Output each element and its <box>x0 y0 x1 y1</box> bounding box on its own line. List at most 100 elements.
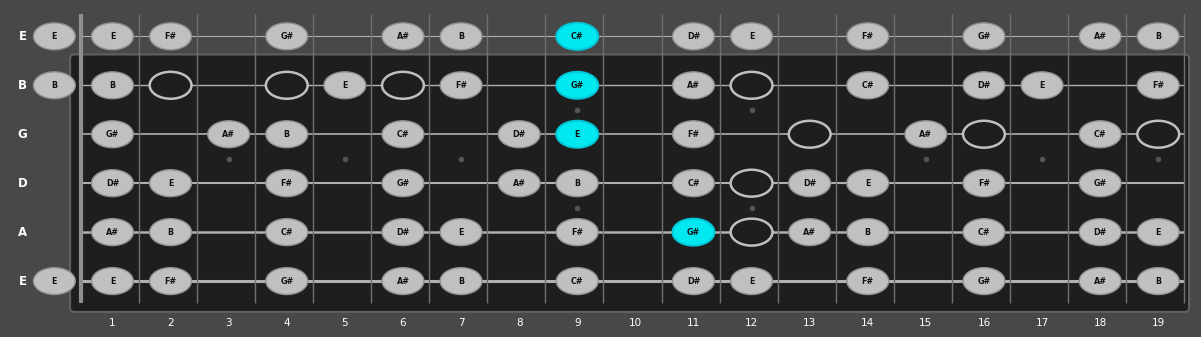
Ellipse shape <box>1137 72 1179 99</box>
Ellipse shape <box>963 170 1005 197</box>
Text: F#: F# <box>572 227 584 237</box>
Ellipse shape <box>730 170 772 197</box>
Text: G#: G# <box>978 32 991 41</box>
Text: B: B <box>283 130 289 139</box>
Ellipse shape <box>1021 72 1063 99</box>
Ellipse shape <box>789 219 831 246</box>
Text: F#: F# <box>455 81 467 90</box>
Ellipse shape <box>440 268 482 295</box>
Text: A#: A# <box>1094 32 1106 41</box>
Text: 13: 13 <box>803 318 817 328</box>
Text: 12: 12 <box>745 318 758 328</box>
Ellipse shape <box>34 268 76 295</box>
Text: F#: F# <box>165 277 177 285</box>
Ellipse shape <box>324 72 366 99</box>
Text: 7: 7 <box>458 318 465 328</box>
Ellipse shape <box>556 72 598 99</box>
FancyBboxPatch shape <box>70 55 1189 312</box>
Text: A#: A# <box>919 130 932 139</box>
Text: C#: C# <box>396 130 410 139</box>
Text: A#: A# <box>687 81 700 90</box>
Text: A#: A# <box>803 227 817 237</box>
Ellipse shape <box>963 23 1005 50</box>
Text: C#: C# <box>570 277 584 285</box>
Ellipse shape <box>847 219 889 246</box>
Text: C#: C# <box>687 179 700 188</box>
Text: 8: 8 <box>516 318 522 328</box>
Text: A#: A# <box>1094 277 1106 285</box>
Ellipse shape <box>91 170 133 197</box>
Ellipse shape <box>91 121 133 148</box>
Ellipse shape <box>730 72 772 99</box>
Text: B: B <box>167 227 174 237</box>
Ellipse shape <box>382 219 424 246</box>
Text: E: E <box>1039 81 1045 90</box>
Text: E: E <box>168 179 173 188</box>
Ellipse shape <box>498 170 540 197</box>
Ellipse shape <box>91 219 133 246</box>
Ellipse shape <box>91 268 133 295</box>
Ellipse shape <box>963 268 1005 295</box>
Text: B: B <box>458 277 464 285</box>
Text: E: E <box>865 179 871 188</box>
Text: G#: G# <box>280 32 293 41</box>
Ellipse shape <box>150 72 191 99</box>
Ellipse shape <box>150 23 191 50</box>
Ellipse shape <box>91 23 133 50</box>
Text: A#: A# <box>396 277 410 285</box>
Text: G#: G# <box>1094 179 1107 188</box>
Ellipse shape <box>382 23 424 50</box>
Ellipse shape <box>150 219 191 246</box>
Text: C#: C# <box>1094 130 1106 139</box>
Text: G#: G# <box>978 277 991 285</box>
Text: E: E <box>18 30 26 43</box>
Text: G: G <box>18 128 28 141</box>
Ellipse shape <box>556 219 598 246</box>
Text: 1: 1 <box>109 318 115 328</box>
Text: E: E <box>52 277 58 285</box>
Text: G#: G# <box>280 277 293 285</box>
Text: E: E <box>18 275 26 287</box>
Ellipse shape <box>904 121 946 148</box>
Text: 2: 2 <box>167 318 174 328</box>
Ellipse shape <box>673 219 715 246</box>
Text: 11: 11 <box>687 318 700 328</box>
Ellipse shape <box>1080 23 1121 50</box>
Ellipse shape <box>1137 121 1179 148</box>
Text: C#: C# <box>861 81 874 90</box>
Text: D#: D# <box>513 130 526 139</box>
Ellipse shape <box>556 23 598 50</box>
Text: C#: C# <box>978 227 991 237</box>
Ellipse shape <box>265 219 307 246</box>
Ellipse shape <box>1080 170 1121 197</box>
Text: C#: C# <box>570 32 584 41</box>
Text: B: B <box>574 179 580 188</box>
Ellipse shape <box>265 72 307 99</box>
Text: 5: 5 <box>341 318 348 328</box>
Ellipse shape <box>1137 23 1179 50</box>
Ellipse shape <box>847 72 889 99</box>
Text: G#: G# <box>396 179 410 188</box>
Ellipse shape <box>498 121 540 148</box>
Ellipse shape <box>730 23 772 50</box>
Text: E: E <box>52 32 58 41</box>
Ellipse shape <box>265 121 307 148</box>
Text: A#: A# <box>513 179 526 188</box>
Ellipse shape <box>150 268 191 295</box>
Text: D#: D# <box>106 179 119 188</box>
Text: E: E <box>109 277 115 285</box>
Text: E: E <box>342 81 347 90</box>
Text: G#: G# <box>570 81 584 90</box>
Ellipse shape <box>556 170 598 197</box>
Text: E: E <box>574 130 580 139</box>
Text: D#: D# <box>396 227 410 237</box>
Text: F#: F# <box>165 32 177 41</box>
Ellipse shape <box>963 219 1005 246</box>
Ellipse shape <box>847 268 889 295</box>
Ellipse shape <box>382 268 424 295</box>
Ellipse shape <box>265 23 307 50</box>
Ellipse shape <box>440 23 482 50</box>
Ellipse shape <box>440 219 482 246</box>
Ellipse shape <box>673 72 715 99</box>
Text: D#: D# <box>687 32 700 41</box>
